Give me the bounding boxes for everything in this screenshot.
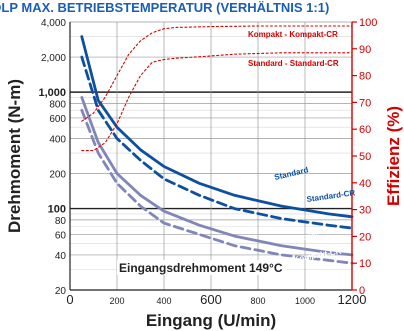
y2-tick-label: 10 — [359, 258, 371, 270]
y-tick-label: 800 — [49, 99, 66, 110]
y2-tick-label: 90 — [359, 44, 371, 56]
x-tick-label: 1200 — [338, 292, 367, 307]
y-tick-label: 100 — [48, 204, 66, 216]
y2-tick-label: 80 — [359, 71, 371, 83]
y2-tick-label: 20 — [359, 231, 371, 243]
series-label: Standard — [273, 165, 309, 182]
y2-tick-label: 0 — [359, 285, 365, 297]
y-tick-label: 40 — [55, 251, 67, 262]
series-kompakt — [80, 96, 354, 257]
axes — [69, 21, 357, 291]
y2-tick-label: 40 — [359, 178, 371, 190]
y-tick-label: 60 — [55, 230, 67, 241]
series-standard-cr — [80, 55, 354, 230]
y2-tick-label: 60 — [359, 124, 371, 136]
y-tick-label: 600 — [49, 114, 66, 125]
y-axis-label: Drehmoment (N-m) — [5, 79, 24, 233]
y-tick-label: 2,000 — [41, 53, 66, 64]
y2-axis-label: Effizienz (%) — [384, 106, 403, 206]
y2-tick-label: 70 — [359, 97, 371, 109]
y-tick-label: 80 — [55, 216, 67, 227]
series-kompakt-cr — [80, 108, 354, 265]
y-tick-label: 200 — [49, 170, 66, 181]
y2-tick-label: 30 — [359, 205, 371, 217]
y-tick-label: 20 — [55, 286, 67, 297]
y2-tick-label: 100 — [359, 17, 377, 29]
y2-tick-label: 50 — [359, 151, 371, 163]
x-tick-label: 800 — [250, 296, 265, 306]
series-standard — [80, 35, 354, 219]
series-label: Kompakt — [284, 230, 320, 245]
annotation-text: Eingangsdrehmoment 149°C — [119, 261, 283, 275]
y-tick-label: 400 — [49, 134, 66, 145]
x-tick-label: 200 — [109, 296, 124, 306]
y-tick-label: 1,000 — [38, 87, 66, 99]
y-tick-label: 4,000 — [41, 18, 66, 29]
x-tick-label: 600 — [200, 292, 222, 307]
series-kompakt-kompakt-cr — [81, 25, 353, 122]
x-tick-label: 0 — [66, 292, 73, 307]
x-axis-label: Eingang (U/min) — [146, 311, 276, 330]
series-layer — [80, 25, 354, 265]
series-standard-standard-cr — [81, 52, 353, 152]
series-label: Standard - Standard-CR — [248, 59, 339, 68]
x-tick-label: 1000 — [295, 296, 315, 306]
annotation-box — [117, 260, 287, 275]
series-label: Kompakt - Kompakt-CR — [248, 30, 338, 39]
chart-title: DLP MAX. BETRIEBSTEMPERATUR (VERHÄLTNIS … — [0, 0, 329, 15]
x-tick-label: 400 — [156, 296, 171, 306]
series-label: Standard-CR — [306, 188, 356, 204]
